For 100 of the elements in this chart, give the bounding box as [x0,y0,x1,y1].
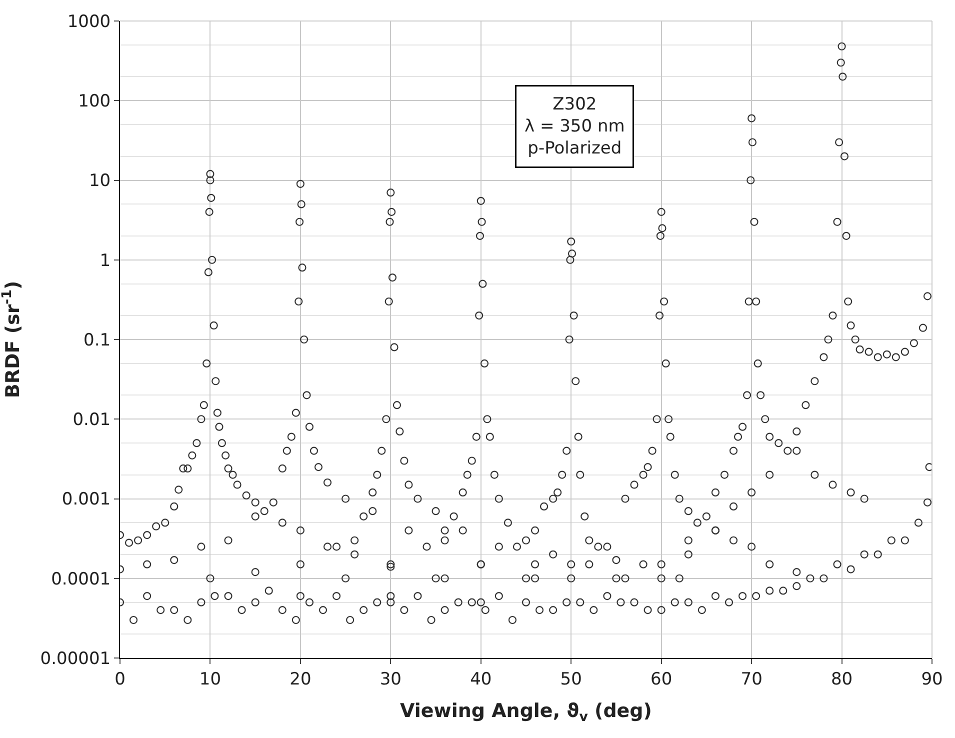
point [478,280,487,288]
point [233,480,242,489]
point [278,518,286,527]
point [566,256,574,264]
point [170,502,178,511]
point [242,491,250,500]
annotation: Z302 λ = 350 nm p-Polarized [524,94,625,159]
point [208,256,216,264]
point [278,606,286,614]
point [197,542,206,551]
point [476,598,485,606]
point [458,526,467,534]
point [846,321,855,330]
point [570,311,578,320]
point [269,498,278,506]
point [404,526,413,534]
point [314,463,323,472]
point [264,586,273,595]
point [522,536,530,544]
point [900,536,909,544]
point [222,451,230,460]
point [744,297,753,306]
point [729,502,738,511]
point [874,353,882,362]
point [481,606,490,614]
point [844,297,852,306]
point [476,196,485,205]
point [388,273,397,282]
point [644,606,652,614]
point [648,446,656,455]
point [835,138,844,146]
point [238,606,246,614]
point [856,345,864,354]
point [860,494,868,503]
point [585,536,594,544]
point [738,422,747,431]
point [792,568,801,576]
point [454,598,462,606]
point [332,542,341,551]
point [639,560,648,568]
point [260,507,268,516]
y-tick-label: 1 [100,250,111,271]
point [440,536,449,544]
point [580,512,589,520]
point [292,616,300,624]
point [590,606,598,614]
point [134,536,142,544]
point [840,152,849,160]
point [842,232,850,240]
point [170,556,178,564]
point [923,292,932,300]
point [846,488,855,496]
point [675,494,684,503]
point [567,574,576,582]
point [616,598,625,606]
point [210,592,219,600]
point [792,427,801,436]
point [914,518,923,527]
point [205,208,214,216]
point [156,606,165,614]
point [585,560,594,568]
point [386,188,395,197]
point [621,574,630,582]
point [478,218,486,226]
point [684,550,692,558]
point [806,574,814,582]
point [392,401,402,410]
point [378,446,386,455]
point [512,542,522,551]
point [838,42,846,50]
point [774,439,783,448]
x-tick-label: 70 [740,669,762,690]
point [350,550,359,558]
point [388,208,396,216]
point [124,538,134,547]
point [298,264,306,272]
point [218,439,226,448]
point [734,432,742,441]
point [746,176,755,184]
point [833,560,842,568]
point [206,574,214,582]
point [572,377,580,386]
point [657,208,666,216]
point [562,446,571,455]
x-tick-label: 80 [830,669,853,690]
point [779,586,788,595]
point [833,218,842,226]
point [660,297,668,306]
point [360,606,368,614]
x-tick-label: 30 [380,669,402,690]
point [910,339,918,348]
point [594,542,602,551]
point [480,359,489,368]
point [300,335,308,344]
point [846,565,855,574]
point [828,480,837,489]
point [612,556,620,564]
point [702,512,710,520]
point [463,470,472,479]
point [350,536,359,544]
